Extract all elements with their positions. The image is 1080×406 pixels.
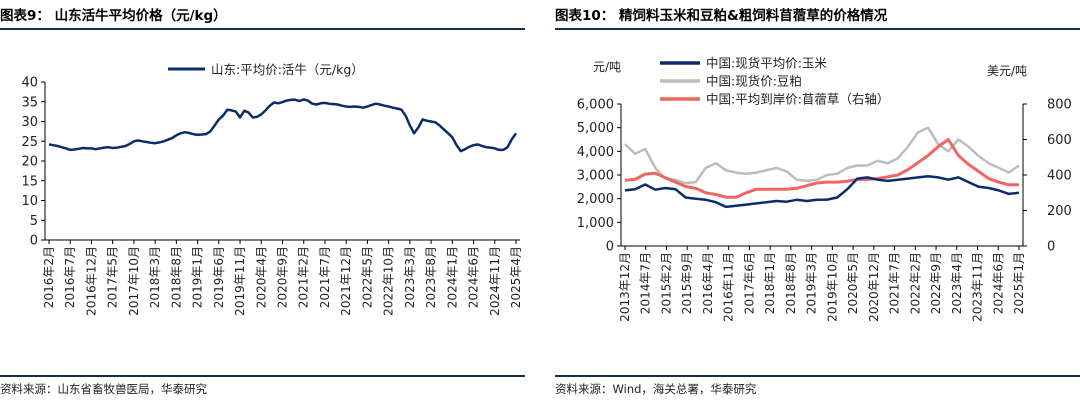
x-tick-label: 2019年3月	[805, 252, 819, 314]
y-tick-label: 30	[21, 115, 38, 130]
x-tick-label: 2015年2月	[659, 252, 673, 314]
y2-tick-label: 0	[1047, 240, 1055, 255]
x-tick-label: 2016年7月	[63, 246, 77, 308]
y2-tick-label: 600	[1047, 133, 1072, 148]
x-tick-label: 2016年2月	[42, 246, 56, 308]
series-line-alfalfa	[624, 138, 1019, 199]
y-tick-label: 0	[606, 240, 614, 255]
y-tick-label: 1,000	[577, 216, 614, 231]
x-tick-label: 2023年4月	[950, 252, 964, 314]
left-figure-title: 图表9： 山东活牛平均价格（元/kg）	[0, 8, 227, 24]
x-tick-label: 2019年11月	[233, 246, 247, 316]
legend-label: 中国:现货平均价:玉米	[706, 56, 827, 71]
right-top-rule	[555, 28, 1080, 30]
x-tick-label: 2024年11月	[488, 246, 502, 316]
series-line-corn	[624, 174, 1020, 209]
y2-tick-label: 400	[1047, 169, 1072, 184]
left-figure: 图表9： 山东活牛平均价格（元/kg） 0 5 10 15 20 25 30 35 40 2016…	[0, 0, 525, 406]
legend-label: 中国:现货价:豆粕	[706, 74, 802, 89]
right-bottom-rule	[555, 375, 1080, 377]
x-tick-label: 2020年4月	[254, 246, 268, 308]
x-tick-label: 2022年2月	[908, 252, 922, 314]
right-figure-title: 图表10： 精饲料玉米和豆粕&粗饲料苜蓿草的价格情况	[555, 8, 888, 24]
y-tick-label: 0	[30, 234, 38, 249]
x-tick-label: 2014年7月	[639, 252, 653, 314]
series-line-cattle	[48, 98, 518, 153]
x-tick-label: 2021年12月	[339, 246, 353, 316]
x-tick-label: 2019年1月	[191, 246, 205, 308]
x-tick-label: 2017年10月	[127, 246, 141, 316]
x-tick-label: 2022年10月	[382, 246, 396, 316]
y2-tick-label: 800	[1047, 98, 1072, 113]
x-tick-label: 2016年11月	[722, 252, 736, 322]
cattle-price-chart: 0 5 10 15 20 25 30 35 40 2016年2月 2016年7月 2016年12月 20…	[21, 62, 523, 316]
y-tick-label: 25	[21, 135, 38, 150]
x-tick-label: 2016年4月	[701, 252, 715, 314]
y-tick-label: 3,000	[577, 169, 614, 184]
y2-tick-label: 200	[1047, 204, 1072, 219]
x-tick-label: 2023年11月	[971, 252, 985, 322]
left-top-rule	[0, 28, 525, 30]
x-tick-label: 2022年9月	[929, 252, 943, 314]
x-tick-label: 2020年9月	[276, 246, 290, 308]
y-tick-label: 10	[21, 194, 38, 209]
y-tick-label: 2,000	[577, 192, 614, 207]
x-tick-label: 2015年9月	[680, 252, 694, 314]
x-tick-label: 2025年1月	[1012, 252, 1026, 314]
left-bottom-rule	[0, 375, 525, 377]
x-tick-label: 2021年7月	[888, 252, 902, 314]
feed-price-chart: 元/吨 美元/吨01,0002,0003,0004,0005,0006,00002…	[577, 56, 1072, 322]
x-tick-label: 2017年6月	[742, 252, 756, 314]
y-tick-label: 20	[21, 155, 38, 170]
x-tick-label: 2022年5月	[360, 246, 374, 308]
x-tick-label: 2024年1月	[445, 246, 459, 308]
x-tick-label: 2018年1月	[763, 252, 777, 314]
x-tick-label: 2021年2月	[297, 246, 311, 308]
x-tick-label: 2013年12月	[618, 252, 632, 322]
x-tick-label: 2018年3月	[148, 246, 162, 308]
x-tick-label: 2024年6月	[467, 246, 481, 308]
right-figure: 图表10： 精饲料玉米和豆粕&粗饲料苜蓿草的价格情况 元/吨 美元/吨 0 1,000…	[555, 0, 1080, 406]
x-tick-label: 2017年5月	[106, 246, 120, 308]
x-tick-label: 2018年8月	[169, 246, 183, 308]
x-tick-label: 2019年6月	[212, 246, 226, 308]
left-axis-unit: 元/吨	[593, 60, 621, 74]
y-tick-label: 35	[21, 95, 38, 110]
x-tick-label: 2019年10月	[825, 252, 839, 322]
x-tick-label: 2016年12月	[84, 246, 98, 316]
legend-label: 山东:平均价:活牛（元/kg）	[211, 62, 364, 77]
y-tick-label: 40	[21, 76, 38, 91]
left-source-note: 资料来源：山东省畜牧兽医局，华泰研究	[0, 382, 207, 396]
y-tick-label: 5,000	[577, 121, 614, 136]
x-tick-label: 2024年6月	[991, 252, 1005, 314]
y-tick-label: 15	[21, 174, 38, 189]
y-tick-label: 5	[30, 214, 38, 229]
x-tick-label: 2023年8月	[424, 246, 438, 308]
y-tick-label: 6,000	[577, 98, 614, 113]
right-source-note: 资料来源：Wind，海关总署，华泰研究	[555, 382, 757, 396]
x-tick-label: 2025年4月	[509, 246, 523, 308]
x-tick-label: 2018年8月	[784, 252, 798, 314]
x-tick-label: 2020年5月	[846, 252, 860, 314]
legend-label: 中国:平均到岸价:苜蓿草（右轴）	[706, 92, 889, 107]
y-tick-label: 4,000	[577, 145, 614, 160]
x-tick-label: 2020年12月	[867, 252, 881, 322]
x-tick-label: 2021年7月	[318, 246, 332, 308]
x-tick-label: 2023年3月	[403, 246, 417, 308]
right-axis-unit: 美元/吨	[987, 64, 1027, 78]
